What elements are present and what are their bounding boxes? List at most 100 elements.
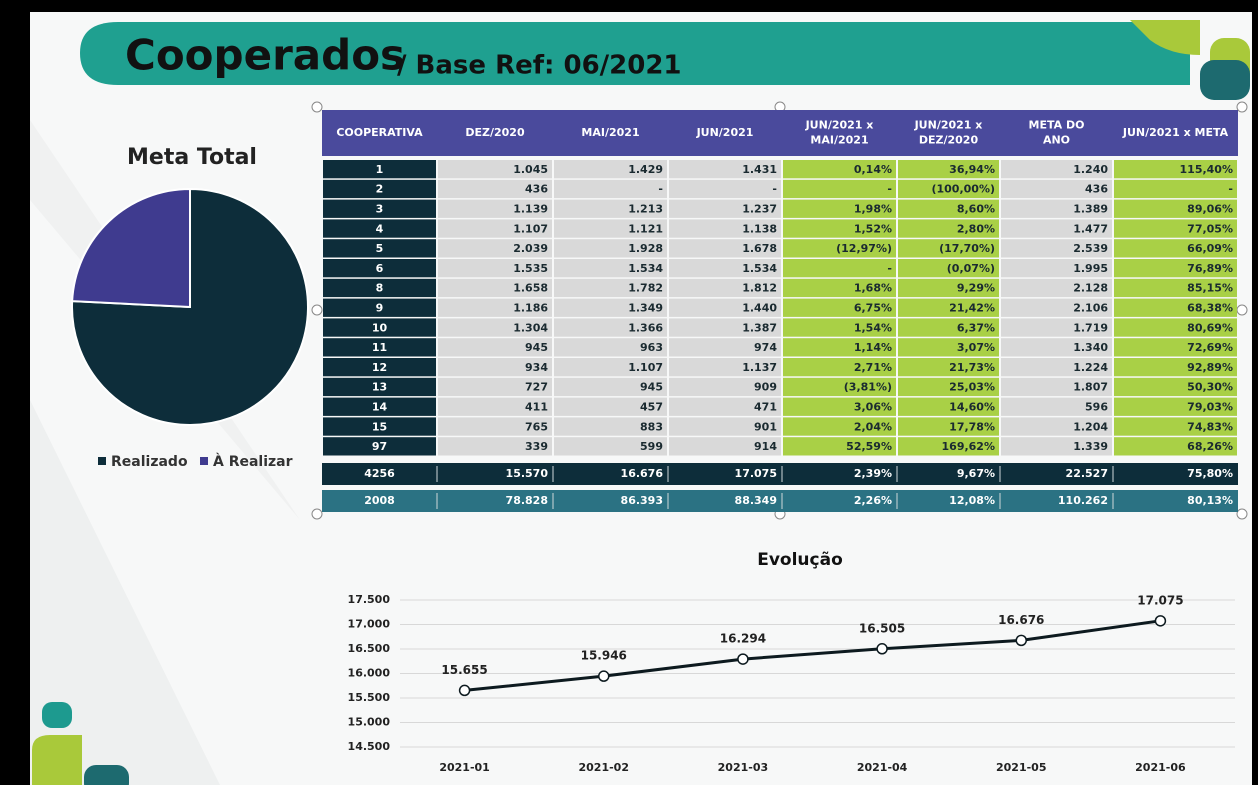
- cell-text: 9: [376, 302, 384, 315]
- table-cell: [1114, 417, 1237, 436]
- x-tick-label: 2021-06: [1135, 761, 1186, 774]
- table-cell: [669, 160, 781, 179]
- table-cell: [1114, 437, 1237, 456]
- cell-text: (100,00%): [931, 183, 995, 196]
- table-cell: [783, 219, 896, 238]
- column-header: MAI/2021: [810, 134, 868, 147]
- cell-text: 74,83%: [1187, 420, 1233, 433]
- cell-text: 1.224: [1073, 361, 1108, 374]
- cell-text: 50,30%: [1187, 381, 1233, 394]
- cell-text: 1,52%: [854, 222, 892, 235]
- cell-text: 68,38%: [1187, 302, 1233, 315]
- cell-text: 4: [376, 222, 384, 235]
- cell-text: 596: [1085, 401, 1108, 414]
- table-cell: [669, 298, 781, 317]
- table-cell: [898, 219, 999, 238]
- table-cell: [554, 239, 667, 258]
- table-cell: [1001, 259, 1112, 278]
- cell-text: 92,89%: [1187, 361, 1233, 374]
- cell-text: 945: [525, 341, 548, 354]
- subtitle: / Base Ref: 06/2021: [397, 51, 682, 81]
- cell-text: 1.429: [628, 163, 663, 176]
- cell-text: 436: [1085, 183, 1108, 196]
- legend-swatch: [200, 457, 208, 465]
- cell-text: 6,37%: [957, 321, 995, 334]
- cell-text: 115,40%: [1180, 163, 1233, 176]
- table-cell: [323, 437, 436, 456]
- table-cell: [554, 160, 667, 179]
- table-cell: [669, 377, 781, 397]
- table-cell: [554, 219, 667, 238]
- total-row: [322, 463, 1238, 485]
- table-cell: [1001, 298, 1112, 317]
- cell-text: 6: [376, 262, 384, 275]
- column-header: JUN/2021: [696, 126, 754, 139]
- x-tick-label: 2021-01: [439, 761, 490, 774]
- table-cell: [898, 259, 999, 278]
- cell-text: 36,94%: [949, 163, 995, 176]
- cell-text: 1.812: [742, 282, 777, 295]
- line-point: [1015, 634, 1027, 647]
- cell-text: 85,15%: [1187, 282, 1233, 295]
- cell-text: 14: [372, 401, 388, 414]
- x-tick-label: 2021-04: [857, 761, 908, 774]
- table-cell: [438, 377, 552, 397]
- table-cell: [323, 199, 436, 218]
- column-header: MAI/2021: [581, 126, 639, 139]
- cell-text: 1.304: [513, 321, 548, 334]
- decor: [32, 735, 82, 785]
- y-tick-label: 17.500: [348, 593, 391, 606]
- total-text: 80,13%: [1187, 494, 1233, 507]
- table-cell: [438, 338, 552, 357]
- line-point: [458, 684, 471, 697]
- cell-text: 934: [525, 361, 548, 374]
- cell-text: 436: [525, 183, 548, 196]
- total-text: 86.393: [621, 494, 663, 507]
- cell-text: 1.213: [628, 203, 663, 216]
- cell-text: 8,60%: [957, 203, 995, 216]
- line: [464, 619, 1161, 692]
- total-text: 2008: [364, 494, 395, 507]
- line-point: [876, 643, 888, 655]
- cell-text: 10: [372, 321, 388, 334]
- table-cell: [438, 219, 552, 238]
- table-cell: [1114, 298, 1237, 317]
- cell-text: 599: [640, 440, 663, 453]
- cell-text: 1.107: [628, 361, 663, 374]
- decor: [84, 765, 129, 785]
- x-tick-label: 2021-03: [718, 761, 769, 774]
- table-cell: [438, 437, 552, 456]
- table-cell: [783, 377, 896, 397]
- table-cell: [323, 417, 436, 436]
- table-cell: [669, 199, 781, 218]
- cell-text: 2,80%: [957, 222, 995, 235]
- data-label: 15.655: [441, 663, 487, 677]
- table-cell: [438, 278, 552, 298]
- cell-text: -: [887, 262, 892, 275]
- table-cell: [898, 318, 999, 337]
- decor: [42, 702, 72, 728]
- column-header: COOPERATIVA: [336, 126, 423, 139]
- data-label: 16.294: [720, 632, 766, 646]
- table-cell: [783, 318, 896, 337]
- table-cell: [783, 437, 896, 456]
- cell-text: 25,03%: [949, 381, 995, 394]
- table-cell: [783, 358, 896, 377]
- cell-text: 2,04%: [854, 420, 892, 433]
- pie-title: Meta Total: [127, 145, 257, 170]
- data-label: 15.946: [581, 649, 627, 663]
- table-cell: [898, 338, 999, 357]
- cell-text: 5: [376, 242, 384, 255]
- table-cell: [554, 298, 667, 317]
- data-label: 17.075: [1137, 593, 1183, 607]
- total-text: 17.075: [735, 467, 777, 480]
- cell-text: 1.045: [513, 163, 548, 176]
- y-tick-label: 14.500: [348, 740, 391, 753]
- cell-text: 97: [372, 440, 387, 453]
- table-cell: [323, 259, 436, 278]
- column-header: ANO: [1043, 134, 1070, 147]
- column-header: META DO: [1029, 119, 1085, 132]
- table-cell: [1114, 318, 1237, 337]
- legend-label: À Realizar: [213, 453, 293, 470]
